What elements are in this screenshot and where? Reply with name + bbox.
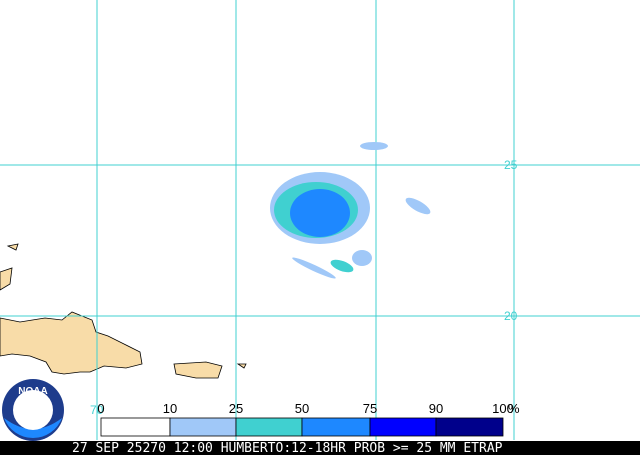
legend: 0 10 25 50 75 90 100%	[97, 401, 520, 437]
legend-swatch	[235, 417, 303, 437]
legend-swatch	[301, 417, 371, 437]
caption: 27 SEP 25270 12:00 HUMBERTO:12-18HR PROB…	[72, 441, 503, 455]
precip	[270, 142, 431, 279]
land	[0, 243, 247, 379]
legend-tick: 50	[295, 401, 309, 416]
legend-tick: 100	[492, 401, 514, 416]
legend-tick: 25	[229, 401, 243, 416]
legend-tick: 10	[163, 401, 177, 416]
legend-unit: %	[508, 401, 520, 416]
legend-swatch	[435, 417, 504, 437]
legend-swatch	[169, 417, 237, 437]
grid	[0, 0, 640, 440]
legend-swatch	[369, 417, 437, 437]
logo: NOAA	[2, 379, 64, 441]
lon-label: 70	[90, 403, 104, 417]
lat-label: 25	[504, 158, 518, 172]
lat-label: 20	[504, 309, 518, 323]
legend-tick: 0	[97, 401, 104, 416]
legend-tick: 90	[429, 401, 443, 416]
logo-text: NOAA	[18, 386, 47, 397]
caption-bar	[0, 441, 640, 455]
legend-tick: 75	[363, 401, 377, 416]
legend-swatch	[100, 417, 171, 437]
